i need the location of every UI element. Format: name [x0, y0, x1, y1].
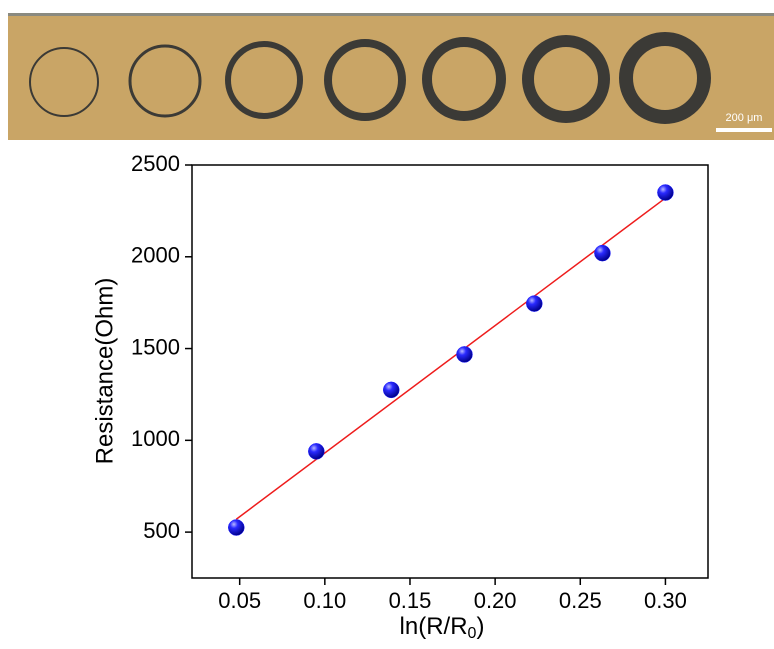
micrograph-edge [8, 13, 774, 16]
rings [29, 32, 711, 124]
x-tick-label: 0.20 [474, 588, 517, 613]
data-point [456, 346, 473, 363]
x-axis-label-part: ) [476, 613, 484, 640]
y-tick-label: 2500 [131, 151, 180, 176]
ring [324, 39, 406, 121]
plot: 500 1000 1500 2000 2500 0.05 0.10 0.15 0.20 0.25 0… [131, 151, 709, 613]
data-point [526, 295, 543, 312]
x-tick-label: 0.30 [644, 588, 687, 613]
x-axis-label-part: ln(R/R [400, 613, 468, 640]
x-axis-label: ln(R/R0) [400, 613, 485, 642]
data-point [308, 443, 325, 460]
y-axis-label: Resistance(Ohm) [91, 278, 118, 465]
data-point [594, 244, 611, 262]
plot-frame [191, 164, 709, 579]
data-point [657, 184, 674, 201]
y-tick-label: 500 [143, 518, 180, 543]
data-point [228, 519, 245, 536]
y-tick-label: 1500 [131, 334, 180, 359]
ring [225, 41, 303, 119]
x-tick-label: 0.10 [303, 588, 346, 613]
x-tick-label: 0.05 [218, 588, 261, 613]
scale-bar [716, 128, 772, 132]
ring [619, 32, 711, 124]
micrograph: 200 μm [8, 13, 774, 140]
ring [29, 47, 99, 117]
data-point [382, 381, 400, 399]
scale-bar-label: 200 μm [726, 112, 763, 124]
fit-line [235, 197, 666, 520]
x-tick-label: 0.25 [559, 588, 602, 613]
ring [522, 35, 610, 123]
y-tick-label: 2000 [131, 243, 180, 268]
ring [128, 44, 202, 118]
x-tick-label: 0.15 [389, 588, 432, 613]
x-axis-label-subscript: 0 [468, 625, 477, 642]
y-tick-label: 1000 [131, 426, 180, 451]
ring [422, 37, 506, 121]
